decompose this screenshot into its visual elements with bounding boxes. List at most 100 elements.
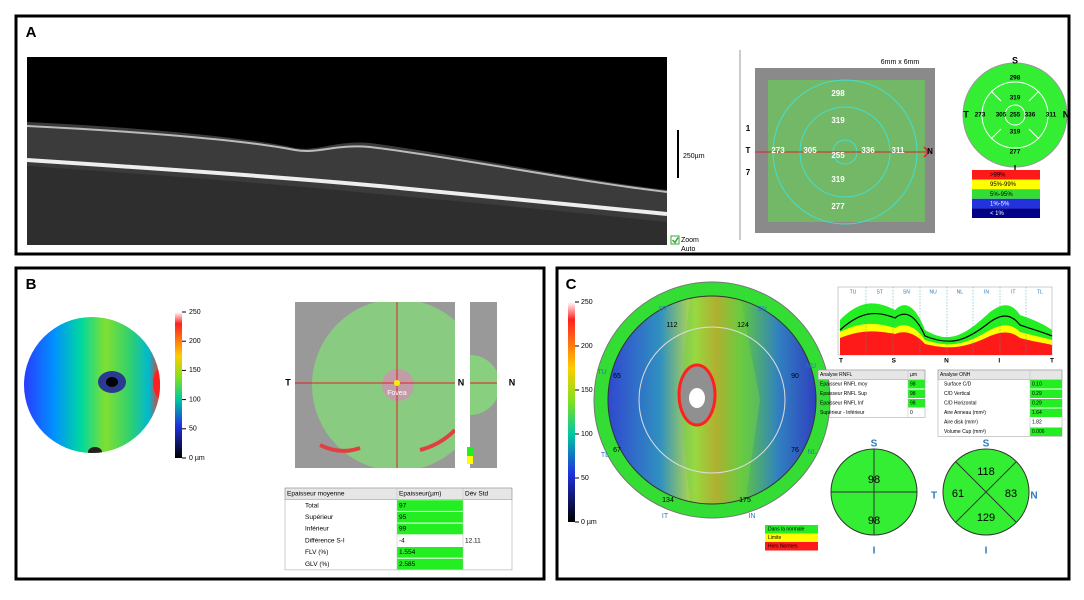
table-cell: 1.554 <box>399 549 416 556</box>
table-cell: 0 <box>910 410 913 416</box>
sector-name: SN <box>757 306 767 313</box>
checkbox-label: Zoom <box>681 237 699 244</box>
profile-top-label: IN <box>984 289 989 295</box>
table-cell: 12.11 <box>465 537 481 544</box>
table-cell: 98 <box>910 401 916 407</box>
colorbar-label: 50 <box>581 475 589 482</box>
table-status <box>1030 427 1062 436</box>
orientation-label: 7 <box>746 168 751 177</box>
legend-label: Dans la normale <box>768 527 805 533</box>
orientation-label: T <box>746 146 751 155</box>
colorbar-label: 0 µm <box>581 519 597 526</box>
direction-label: I <box>1014 163 1017 173</box>
profile-top-label: NU <box>929 289 937 295</box>
legend-swatch <box>972 179 1040 190</box>
table-status <box>397 547 463 558</box>
legend-label: Hors Normes <box>768 544 798 550</box>
table-header-cell: Epaisseur(µm) <box>399 491 441 498</box>
table-status <box>908 399 925 408</box>
fundus-value: 311 <box>892 146 905 155</box>
table-frame <box>284 487 513 571</box>
table-cell: 0.10 <box>1032 382 1042 388</box>
orientation-label: T <box>285 377 291 387</box>
direction-label: S <box>983 439 990 450</box>
sector-value: 90 <box>791 373 799 380</box>
direction-label: T <box>931 491 937 502</box>
sector-value: 76 <box>791 447 799 454</box>
table-cell: Supérieur <box>305 514 334 521</box>
sector-value: 319 <box>1010 95 1021 102</box>
fundus-value: 298 <box>831 89 845 98</box>
table-header-cell: Dév Std <box>465 491 489 498</box>
table-status <box>397 523 463 535</box>
table-cell: 99 <box>399 526 407 533</box>
table-status <box>1030 408 1062 417</box>
table-cell: 95 <box>399 514 407 521</box>
table-cell: 98 <box>910 382 916 388</box>
sector-value: 129 <box>977 512 995 524</box>
table-status <box>1030 389 1062 398</box>
table-cell: Inférieur <box>305 526 330 533</box>
sector-value: 298 <box>1010 75 1021 82</box>
legend-swatch <box>765 533 818 542</box>
fundus-value: 273 <box>771 146 785 155</box>
colorbar-label: 150 <box>189 367 201 374</box>
table-cell: 0.006 <box>1032 429 1045 435</box>
legend-label: < 1% <box>990 211 1005 217</box>
panel-frame <box>14 266 546 581</box>
sector-value: 277 <box>1010 149 1021 156</box>
sector-value: 98 <box>868 515 880 527</box>
table-header-cell: Epaisseur moyenne <box>287 491 345 498</box>
legend-swatch <box>972 189 1040 199</box>
sector-name: NL <box>808 449 817 456</box>
panel-frame <box>555 266 1071 581</box>
table-cell: Epaisseur RNFL Sup <box>820 391 867 397</box>
table-cell: 1.64 <box>1032 410 1042 416</box>
sector-circles <box>830 448 1030 536</box>
fundus-value: 305 <box>803 146 817 155</box>
sector-value: 61 <box>952 488 964 500</box>
fundus-overlay <box>295 302 497 468</box>
panel-label: A <box>26 24 37 41</box>
profile-top-label: TU <box>850 289 857 295</box>
sector-name: TL <box>601 452 609 459</box>
table-cell: 97 <box>399 502 407 509</box>
table-header-cell: µm <box>910 372 917 378</box>
sector-value: 83 <box>1005 488 1017 500</box>
legend-swatch <box>972 208 1040 218</box>
sector-value: 112 <box>666 322 677 329</box>
table-status <box>908 380 925 389</box>
fundus-image <box>755 68 935 233</box>
direction-label: T <box>963 109 969 119</box>
colorbar-label: 0 µm <box>189 455 205 462</box>
panel-label: B <box>26 276 37 293</box>
sector-value: 134 <box>662 497 674 504</box>
profile-top-label: NL <box>957 289 964 295</box>
sector-name: TU <box>597 369 606 376</box>
colorbar-label: 200 <box>581 343 593 350</box>
panel-frame <box>14 14 1071 256</box>
sector-value: 319 <box>1010 129 1021 136</box>
panel-label: C <box>566 276 577 293</box>
sector-value: 118 <box>977 466 995 478</box>
scale-label: 250µm <box>683 153 705 160</box>
checkbox-label: Auto <box>681 246 696 253</box>
legend-label: 95%-99% <box>990 182 1017 188</box>
table-cell: Supérieur - Inférieur <box>820 410 865 416</box>
sector-name: IT <box>662 513 669 520</box>
colorbar-label: 150 <box>581 387 593 394</box>
profile-top-label: TL <box>1037 289 1043 295</box>
fundus-value: 336 <box>861 146 875 155</box>
table-cell: 0.29 <box>1032 391 1042 397</box>
profile-top-label: IT <box>1011 289 1015 295</box>
profile-axis-label: T <box>839 358 843 365</box>
table-cell: C/D Horizontal <box>944 401 977 407</box>
direction-label: I <box>985 546 988 557</box>
sector-value: 311 <box>1046 112 1057 119</box>
table-header-cell: Analyse RNFL <box>820 372 852 378</box>
thickness-color-map <box>24 312 182 458</box>
sector-value: 305 <box>996 112 1007 119</box>
